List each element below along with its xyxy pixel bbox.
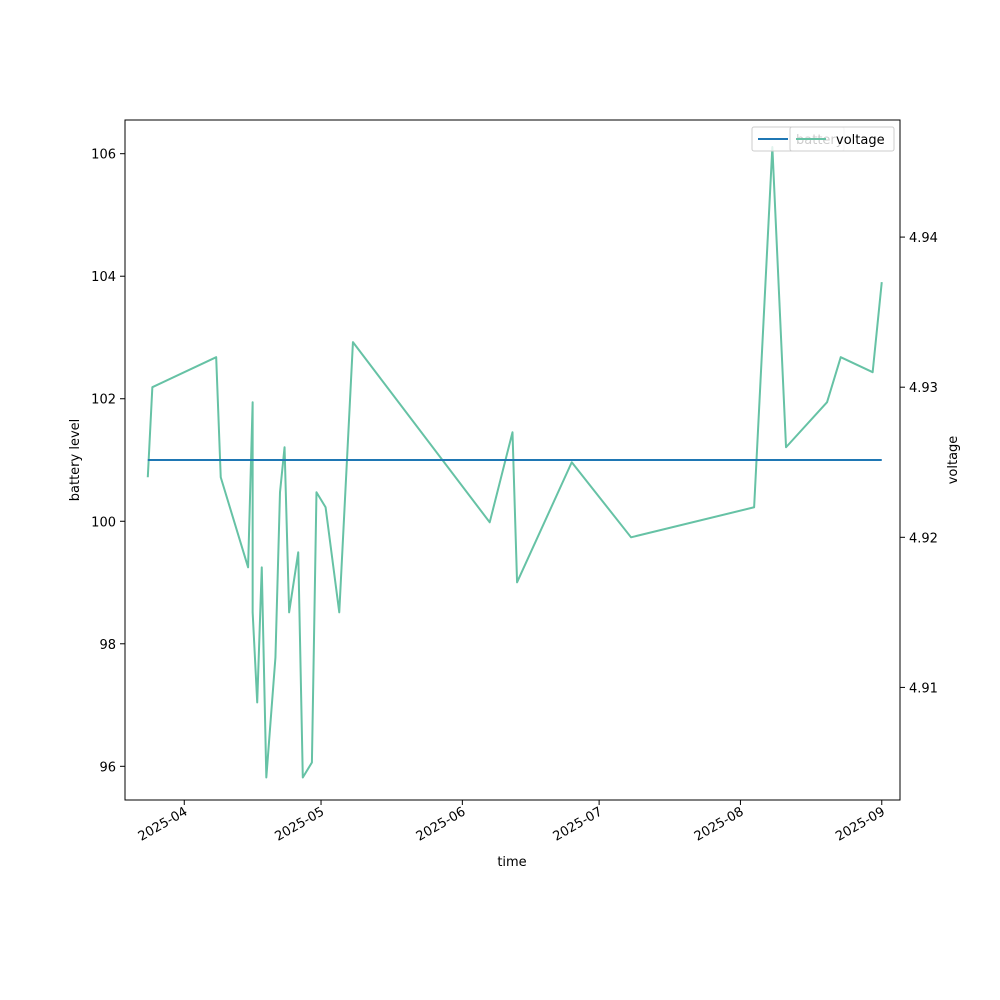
x-tick-label: 2025-06 (414, 804, 469, 844)
legend-voltage-label: voltage (836, 133, 885, 148)
legend-voltage: voltage (789, 126, 895, 152)
y2-tick-label: 4.94 (909, 231, 938, 246)
plot-frame (124, 119, 901, 801)
series-line-voltage (146, 146, 883, 779)
plot-lines (146, 146, 883, 779)
y-tick-label: 98 (99, 638, 116, 653)
y-tick-label: 96 (99, 760, 116, 775)
x-tick-label: 2025-07 (551, 804, 606, 844)
y-axis-label-right: voltage (946, 436, 961, 485)
x-tick-label: 2025-04 (136, 804, 191, 844)
y2-tick-label: 4.93 (909, 381, 938, 396)
y-axis-left: 96 98 100 102 104 106 (91, 148, 125, 775)
y-tick-label: 104 (91, 270, 116, 285)
y-tick-label: 106 (91, 148, 116, 163)
y2-tick-label: 4.91 (909, 681, 938, 696)
y-tick-label: 102 (91, 393, 116, 408)
y-axis-label-left: battery level (68, 419, 83, 502)
x-tick-label: 2025-09 (833, 804, 888, 844)
x-axis: 2025-04 2025-05 2025-06 2025-07 2025-08 2025-… (136, 800, 888, 845)
x-tick-label: 2025-08 (692, 804, 747, 844)
x-tick-label: 2025-05 (272, 804, 327, 844)
x-axis-label: time (497, 855, 526, 870)
y2-tick-label: 4.92 (909, 531, 938, 546)
y-tick-label: 100 (91, 515, 116, 530)
y-axis-right: 4.91 4.92 4.93 4.94 (900, 231, 938, 696)
